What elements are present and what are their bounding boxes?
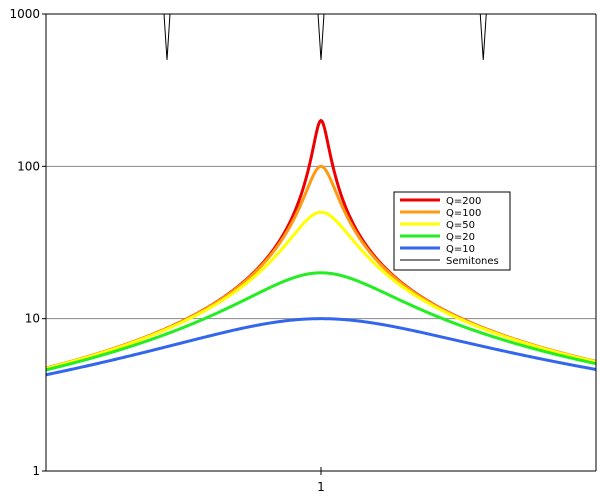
series-line (46, 317, 596, 377)
legend-label: Semitones (446, 256, 499, 267)
series-line (46, 14, 596, 60)
y-tick-label: 1 (32, 464, 40, 478)
series-curves (46, 14, 596, 377)
legend-box (393, 191, 511, 271)
axes: 1 10 100 1000 1 (9, 7, 597, 494)
legend-label: Q=100 (446, 208, 481, 219)
series-line (46, 210, 596, 370)
legend-label: Q=50 (446, 220, 475, 231)
legend-label: Q=200 (446, 196, 481, 207)
x-tick-label: 1 (317, 480, 325, 494)
series-line (46, 271, 596, 372)
legend-label: Q=20 (446, 232, 475, 243)
y-tick-label: 10 (25, 312, 40, 326)
y-tick-label: 1000 (9, 7, 40, 21)
legend-label: Q=10 (446, 244, 475, 255)
y-tick-label: 100 (17, 159, 40, 173)
